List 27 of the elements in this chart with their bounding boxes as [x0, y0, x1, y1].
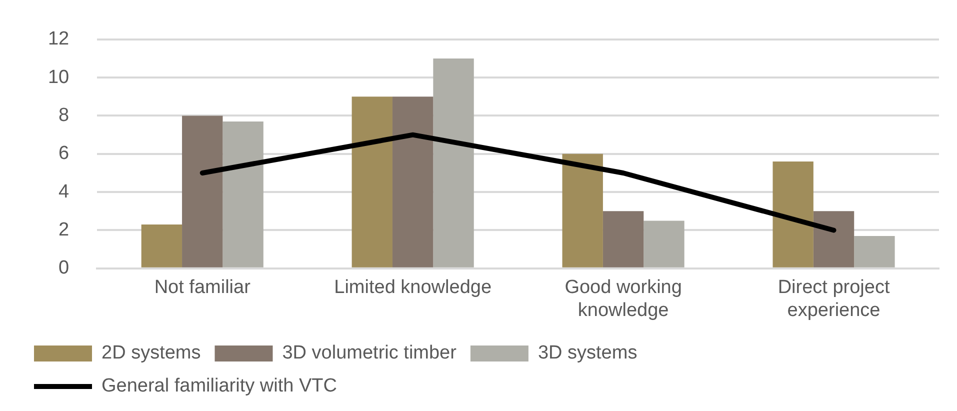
x-tick-label: Not familiar — [154, 277, 252, 298]
y-tick-label: 10 — [48, 66, 70, 88]
bar — [352, 96, 392, 268]
bar — [222, 121, 264, 268]
bar — [433, 58, 474, 268]
bar — [854, 236, 895, 268]
legend-label: General familiarity with VTC — [102, 376, 337, 397]
bar — [562, 154, 603, 268]
y-tick-label: 2 — [58, 219, 70, 240]
y-tick-label: 12 — [48, 28, 70, 50]
bar — [813, 211, 854, 268]
y-tick-label: 6 — [58, 143, 70, 164]
legend-label: 3D systems — [538, 342, 638, 364]
x-tick-label: Limited knowledge — [334, 277, 492, 298]
bar — [141, 224, 182, 268]
bar — [182, 116, 223, 268]
bar — [644, 220, 684, 268]
legend-label: 3D volumetric timber — [282, 342, 458, 364]
y-tick-label: 8 — [58, 104, 70, 126]
x-tick-label: Direct project experience — [778, 277, 890, 321]
bar — [392, 96, 434, 268]
y-tick-label: 4 — [58, 181, 70, 202]
x-tick-label: Good working knowledge — [564, 277, 682, 321]
bar — [772, 162, 814, 268]
bar — [602, 211, 644, 268]
y-tick-label: 0 — [58, 258, 70, 279]
legend-label: 2D systems — [102, 342, 201, 364]
